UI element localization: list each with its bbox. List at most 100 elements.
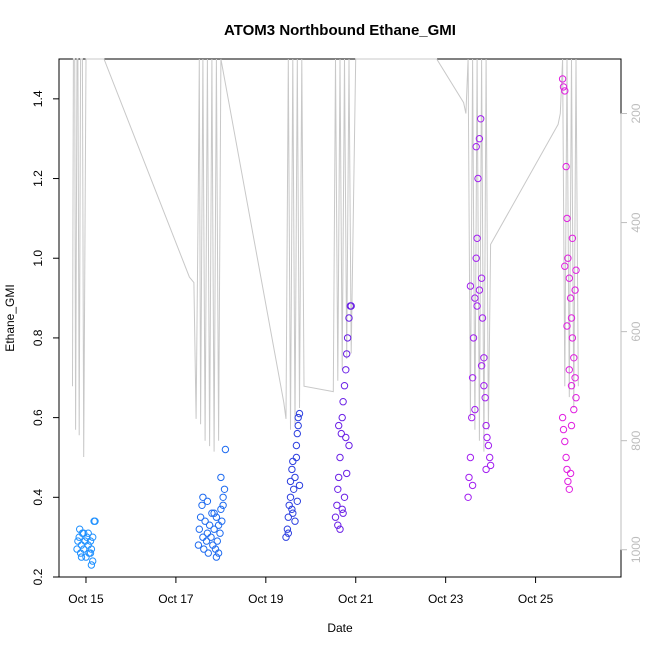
data-point — [86, 549, 95, 557]
data-point — [194, 541, 203, 549]
y-tick-label: 0.8 — [31, 329, 45, 346]
series-1 — [73, 517, 99, 569]
data-point — [283, 525, 292, 533]
y-axis-label: Ethane_GMI — [3, 284, 17, 351]
data-point — [80, 529, 88, 537]
x-axis-label: Date — [327, 621, 353, 635]
data-point — [343, 350, 351, 358]
data-point — [468, 374, 477, 382]
plot-frame — [58, 58, 622, 578]
data-point — [477, 115, 485, 123]
data-point — [571, 286, 579, 294]
data-point — [203, 529, 212, 537]
data-point — [568, 234, 577, 243]
data-point — [196, 513, 205, 521]
y-tick-label: 0.6 — [31, 409, 45, 426]
data-point — [340, 493, 349, 501]
data-point — [565, 366, 573, 374]
data-point — [477, 362, 486, 370]
data-point — [293, 497, 301, 505]
data-point — [558, 75, 567, 83]
y-axis: 0.2 0.4 0.6 0.8 1.0 1.2 1.4 — [31, 90, 60, 585]
data-point — [471, 294, 479, 302]
data-point — [566, 294, 575, 302]
points-layer — [73, 75, 580, 569]
data-point — [473, 302, 481, 310]
data-point — [84, 529, 92, 537]
data-point — [292, 441, 301, 450]
x-axis: Oct 15 Oct 17 Oct 19 Oct 21 Oct 23 Oct 25 — [68, 576, 554, 606]
series-3 — [282, 409, 304, 541]
data-point — [474, 174, 482, 183]
data-point — [284, 513, 292, 521]
data-point — [572, 394, 580, 402]
data-point — [198, 501, 206, 509]
data-point — [562, 453, 570, 462]
data-point — [469, 334, 478, 342]
data-point — [335, 473, 343, 482]
data-point — [563, 322, 571, 330]
data-point — [473, 234, 481, 243]
series-4 — [331, 302, 355, 533]
data-point — [477, 274, 486, 282]
data-point — [339, 398, 347, 406]
data-point — [571, 374, 579, 382]
data-point — [210, 525, 218, 533]
data-point — [219, 493, 227, 501]
data-point — [342, 366, 350, 374]
data-point — [295, 409, 304, 418]
data-point — [472, 254, 480, 262]
data-point — [286, 477, 295, 486]
data-point — [572, 266, 580, 274]
data-point — [336, 453, 344, 462]
data-point — [484, 441, 493, 450]
data-point — [347, 302, 355, 310]
data-point — [338, 413, 346, 422]
data-point — [336, 525, 344, 533]
data-point — [343, 334, 352, 342]
x-tick-label: Oct 19 — [248, 592, 284, 606]
data-point — [563, 214, 571, 223]
data-point — [216, 529, 224, 537]
data-point — [563, 465, 571, 474]
data-point — [561, 262, 569, 270]
data-point — [290, 485, 298, 493]
data-point — [199, 493, 207, 501]
data-point — [482, 421, 490, 430]
data-point — [558, 413, 567, 422]
data-point — [486, 453, 494, 462]
data-point — [570, 354, 578, 362]
data-point — [80, 545, 88, 553]
pressure-line-layer — [72, 58, 579, 458]
pressure-line — [72, 58, 579, 458]
data-point — [472, 143, 480, 151]
x-tick-label: Oct 25 — [518, 592, 554, 606]
data-point — [195, 525, 204, 533]
x-tick-label: Oct 17 — [158, 592, 194, 606]
data-point — [337, 429, 345, 438]
data-point — [561, 437, 569, 446]
right-tick-label: 400 — [629, 212, 643, 232]
series-2 — [194, 445, 230, 561]
data-point — [559, 425, 568, 434]
data-point — [200, 545, 208, 553]
data-point — [87, 561, 96, 569]
data-point — [567, 314, 576, 322]
data-point — [565, 485, 573, 493]
data-point — [564, 477, 572, 486]
data-point — [217, 505, 225, 513]
data-point — [293, 429, 301, 438]
data-point — [468, 413, 476, 422]
data-point — [333, 501, 341, 509]
data-point — [334, 521, 342, 529]
data-point — [214, 549, 223, 557]
data-point — [217, 473, 225, 482]
x-tick-label: Oct 15 — [68, 592, 104, 606]
data-point — [342, 433, 350, 442]
right-axis: 200 400 600 800 1000 — [620, 103, 643, 563]
data-point — [464, 493, 472, 501]
data-point — [288, 505, 296, 513]
data-point — [345, 314, 353, 322]
data-point — [483, 433, 491, 442]
